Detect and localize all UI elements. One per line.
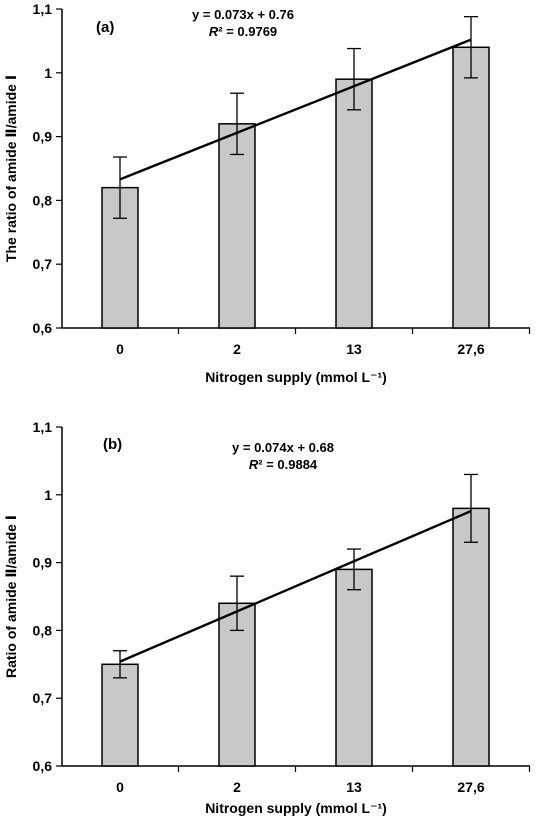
y-tick-label: 0,6 [33, 758, 53, 774]
panel-label: (a) [96, 19, 114, 36]
trendline-equation: y = 0.073x + 0.76 [192, 7, 294, 22]
y-tick-label: 0,7 [33, 690, 53, 706]
y-tick-label: 0,9 [33, 129, 53, 145]
y-tick-label: 0,8 [33, 192, 53, 208]
y-tick-label: 1 [44, 487, 52, 503]
bar [452, 507, 490, 767]
bar [452, 46, 490, 329]
x-axis-label: Nitrogen supply (mmol L⁻¹) [205, 369, 387, 385]
x-tick-label: 0 [116, 779, 124, 795]
bar [101, 663, 139, 767]
trendline-equation: y = 0.074x + 0.68 [232, 440, 334, 455]
x-tick-label: 27,6 [457, 341, 484, 357]
x-axis-label: Nitrogen supply (mmol L⁻¹) [205, 800, 387, 816]
y-tick-label: 1,1 [33, 1, 53, 17]
y-tick-label: 0,9 [33, 555, 53, 571]
r-squared: R² = 0.9769 [209, 24, 277, 39]
x-tick-label: 27,6 [457, 779, 484, 795]
x-tick-label: 2 [233, 341, 241, 357]
bar [335, 568, 373, 767]
y-tick-label: 0,7 [33, 256, 53, 272]
y-tick-label: 1 [44, 65, 52, 81]
chart-panel-b: 0,6 0,7 0,8 0,9 1 1,1 0 2 13 27,6 (b) y = 0.074x + … [3, 419, 531, 816]
trendline [119, 38, 472, 181]
x-tick-label: 13 [346, 341, 362, 357]
y-tick-label: 1,1 [33, 419, 53, 435]
y-axis-label: The ratio of amide Ⅱ/amide Ⅰ [3, 75, 19, 262]
panel-label: (b) [103, 436, 122, 453]
y-tick-label: 0,6 [33, 320, 53, 336]
y-tick-label: 0,8 [33, 622, 53, 638]
x-tick-label: 2 [233, 779, 241, 795]
y-axis-label: Ratio of amide Ⅱ/amide Ⅰ [3, 515, 19, 678]
chart-panel-a: 0,6 0,7 0,8 0,9 1 1,1 0 2 13 27,6 (a) y = 0.073x + … [3, 1, 531, 385]
x-tick-label: 13 [346, 779, 362, 795]
trendline [119, 509, 472, 663]
x-tick-label: 0 [116, 341, 124, 357]
r-squared: R² = 0.9884 [249, 457, 318, 472]
bar [335, 78, 373, 329]
